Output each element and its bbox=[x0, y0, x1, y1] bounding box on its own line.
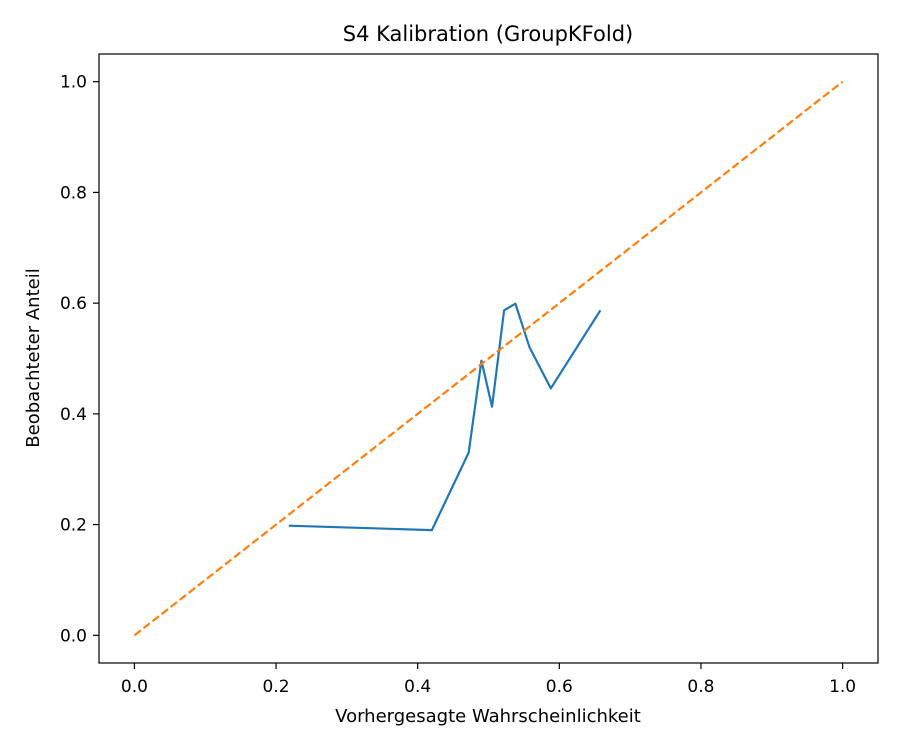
y-tick-label: 1.0 bbox=[60, 73, 87, 93]
x-axis-ticks: 0.0 0.2 0.4 0.6 0.8 1.0 bbox=[121, 663, 856, 697]
chart-title: S4 Kalibration (GroupKFold) bbox=[343, 22, 633, 46]
y-tick-label: 0.2 bbox=[60, 516, 87, 536]
y-tick-label: 0.0 bbox=[60, 626, 87, 646]
y-axis-label: Beobachteter Anteil bbox=[23, 268, 44, 447]
series-layer bbox=[133, 80, 844, 637]
y-tick-label: 0.4 bbox=[60, 405, 87, 425]
x-tick-label: 0.0 bbox=[121, 677, 148, 697]
x-tick-label: 0.4 bbox=[404, 677, 431, 697]
x-tick-label: 0.6 bbox=[546, 677, 573, 697]
y-tick-label: 0.8 bbox=[60, 183, 87, 203]
x-tick-label: 0.2 bbox=[263, 677, 290, 697]
plot-frame bbox=[98, 53, 879, 664]
x-tick-label: 1.0 bbox=[829, 677, 856, 697]
calibration-curve-line bbox=[288, 302, 602, 532]
x-tick-label: 0.8 bbox=[687, 677, 714, 697]
y-axis-ticks: 0.0 0.2 0.4 0.6 0.8 1.0 bbox=[60, 73, 99, 646]
y-tick-label: 0.6 bbox=[60, 294, 87, 314]
perfect-calibration-line bbox=[133, 80, 844, 637]
x-axis-label: Vorhergesagte Wahrscheinlichkeit bbox=[335, 706, 641, 727]
